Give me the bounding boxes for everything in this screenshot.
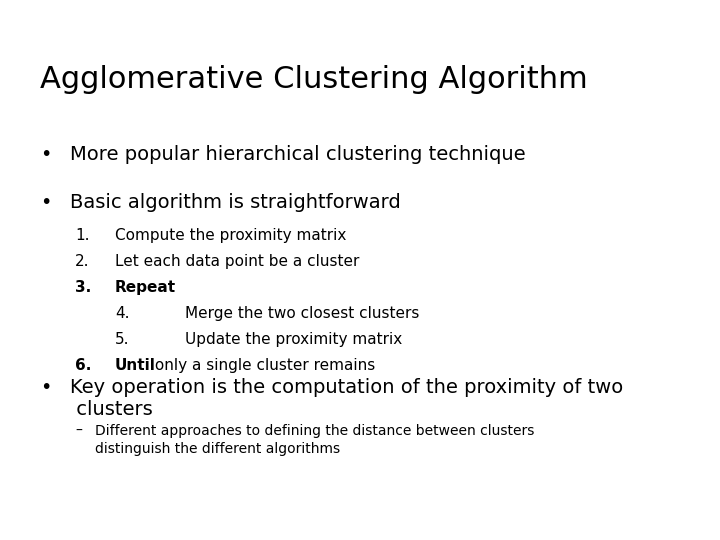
Text: clusters: clusters <box>70 400 153 419</box>
Text: 3.: 3. <box>75 280 91 295</box>
Text: 6.: 6. <box>75 358 91 373</box>
Text: 2.: 2. <box>75 254 89 269</box>
Text: Basic algorithm is straightforward: Basic algorithm is straightforward <box>70 193 401 212</box>
Text: Until: Until <box>115 358 156 373</box>
Text: Agglomerative Clustering Algorithm: Agglomerative Clustering Algorithm <box>40 65 588 94</box>
Text: 4.: 4. <box>115 306 130 321</box>
Text: 5.: 5. <box>115 332 130 347</box>
Text: Let each data point be a cluster: Let each data point be a cluster <box>115 254 359 269</box>
Text: only a single cluster remains: only a single cluster remains <box>150 358 375 373</box>
Text: •: • <box>40 193 51 212</box>
Text: Key operation is the computation of the proximity of two: Key operation is the computation of the … <box>70 378 624 397</box>
Text: Merge the two closest clusters: Merge the two closest clusters <box>185 306 419 321</box>
Text: More popular hierarchical clustering technique: More popular hierarchical clustering tec… <box>70 145 526 164</box>
Text: Different approaches to defining the distance between clusters: Different approaches to defining the dis… <box>95 424 534 438</box>
Text: 1.: 1. <box>75 228 89 243</box>
Text: Compute the proximity matrix: Compute the proximity matrix <box>115 228 346 243</box>
Text: distinguish the different algorithms: distinguish the different algorithms <box>95 442 340 456</box>
Text: •: • <box>40 378 51 397</box>
Text: •: • <box>40 145 51 164</box>
Text: Repeat: Repeat <box>115 280 176 295</box>
Text: Update the proximity matrix: Update the proximity matrix <box>185 332 402 347</box>
Text: –: – <box>75 424 82 438</box>
